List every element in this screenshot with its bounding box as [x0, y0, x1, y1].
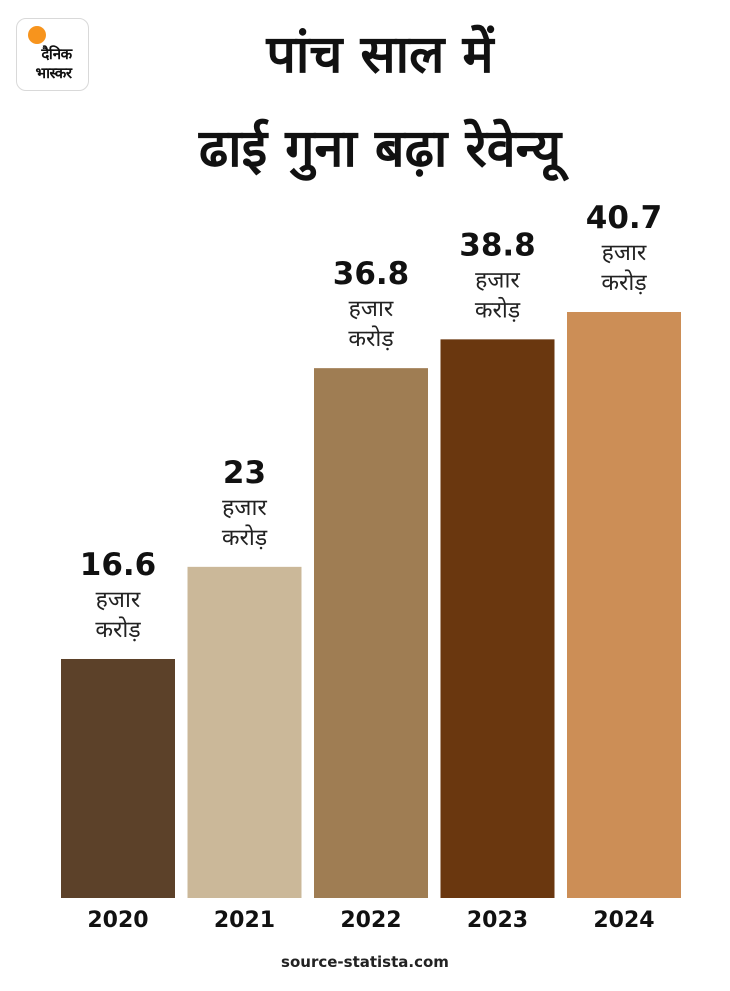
data-label-2020: 16.6: [80, 547, 157, 583]
unit-label-hajar-2021: हजार: [222, 495, 267, 521]
bar-2024: [567, 312, 681, 898]
unit-label-hajar-2022: हजार: [349, 296, 394, 322]
bar-2021: [187, 566, 302, 898]
sun-icon: [28, 26, 46, 44]
bar-2022: [314, 368, 428, 898]
unit-label-crore-2022: करोड़: [348, 325, 394, 352]
data-label-2024: 40.7: [586, 200, 663, 236]
logo-text-dainik: दैनिक: [41, 45, 72, 63]
sun-disc: [28, 26, 46, 44]
bar-2020: [61, 658, 175, 898]
unit-label-crore-2020: करोड़: [95, 616, 141, 643]
x-tick-label-2021: 2021: [214, 908, 275, 933]
data-label-2023: 38.8: [459, 227, 536, 263]
x-tick-label-2024: 2024: [593, 908, 654, 933]
chart-title-line-1: पांच साल में: [266, 25, 494, 85]
unit-label-hajar-2020: हजार: [96, 587, 141, 613]
x-tick-label-2022: 2022: [340, 908, 401, 933]
dainik-bhaskar-logo: दैनिक भास्कर: [16, 18, 89, 91]
x-tick-label-2023: 2023: [467, 908, 528, 933]
x-tick-label-2020: 2020: [87, 908, 148, 933]
data-label-2022: 36.8: [333, 256, 410, 292]
unit-label-hajar-2024: हजार: [602, 240, 647, 266]
unit-label-crore-2021: करोड़: [222, 524, 268, 551]
source-credit: source-statista.com: [281, 953, 449, 971]
unit-label-hajar-2023: हजार: [475, 267, 520, 293]
chart-title-line-2: ढाई गुना बढ़ा रेवेन्यू: [198, 119, 562, 179]
unit-label-crore-2024: करोड़: [601, 269, 647, 296]
data-label-2021: 23: [223, 455, 266, 491]
logo-text-bhaskar: भास्कर: [35, 64, 72, 82]
bar-2023: [440, 339, 555, 898]
unit-label-crore-2023: करोड़: [475, 296, 521, 323]
